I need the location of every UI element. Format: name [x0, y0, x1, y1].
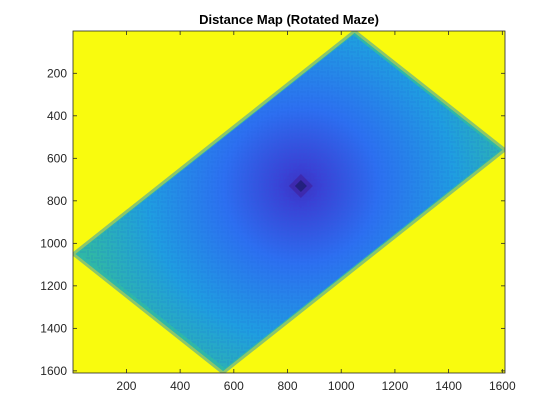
y-tick-label: 600: [47, 151, 67, 165]
x-axis: 200 400 600 800 1000 1200 1400 1600: [116, 31, 516, 393]
core-level-2: [294, 180, 307, 192]
maze-wall-texture: [78, 34, 500, 369]
x-tick-label: 200: [116, 379, 136, 393]
y-tick-label: 200: [47, 66, 67, 80]
y-tick-label: 1600: [40, 364, 67, 378]
y-tick-label: 1400: [40, 321, 67, 335]
y-tick-label: 800: [47, 194, 67, 208]
y-tick-label: 1200: [40, 279, 67, 293]
distance-minimum-core: [278, 164, 323, 208]
plot-area: [73, 31, 505, 373]
x-tick-label: 1400: [435, 379, 462, 393]
x-tick-label: 1000: [328, 379, 355, 393]
y-tick-label: 400: [47, 109, 67, 123]
x-tick-label: 1200: [382, 379, 409, 393]
x-tick-label: 800: [278, 379, 298, 393]
x-tick-label: 1600: [489, 379, 516, 393]
chart-title: Distance Map (Rotated Maze): [199, 12, 379, 27]
y-axis: 200 400 600 800 1000 1200 1400 1600: [40, 66, 505, 378]
x-tick-label: 400: [170, 379, 190, 393]
axes-box: [72, 30, 506, 374]
x-tick-label: 600: [224, 379, 244, 393]
y-tick-label: 1000: [40, 236, 67, 250]
